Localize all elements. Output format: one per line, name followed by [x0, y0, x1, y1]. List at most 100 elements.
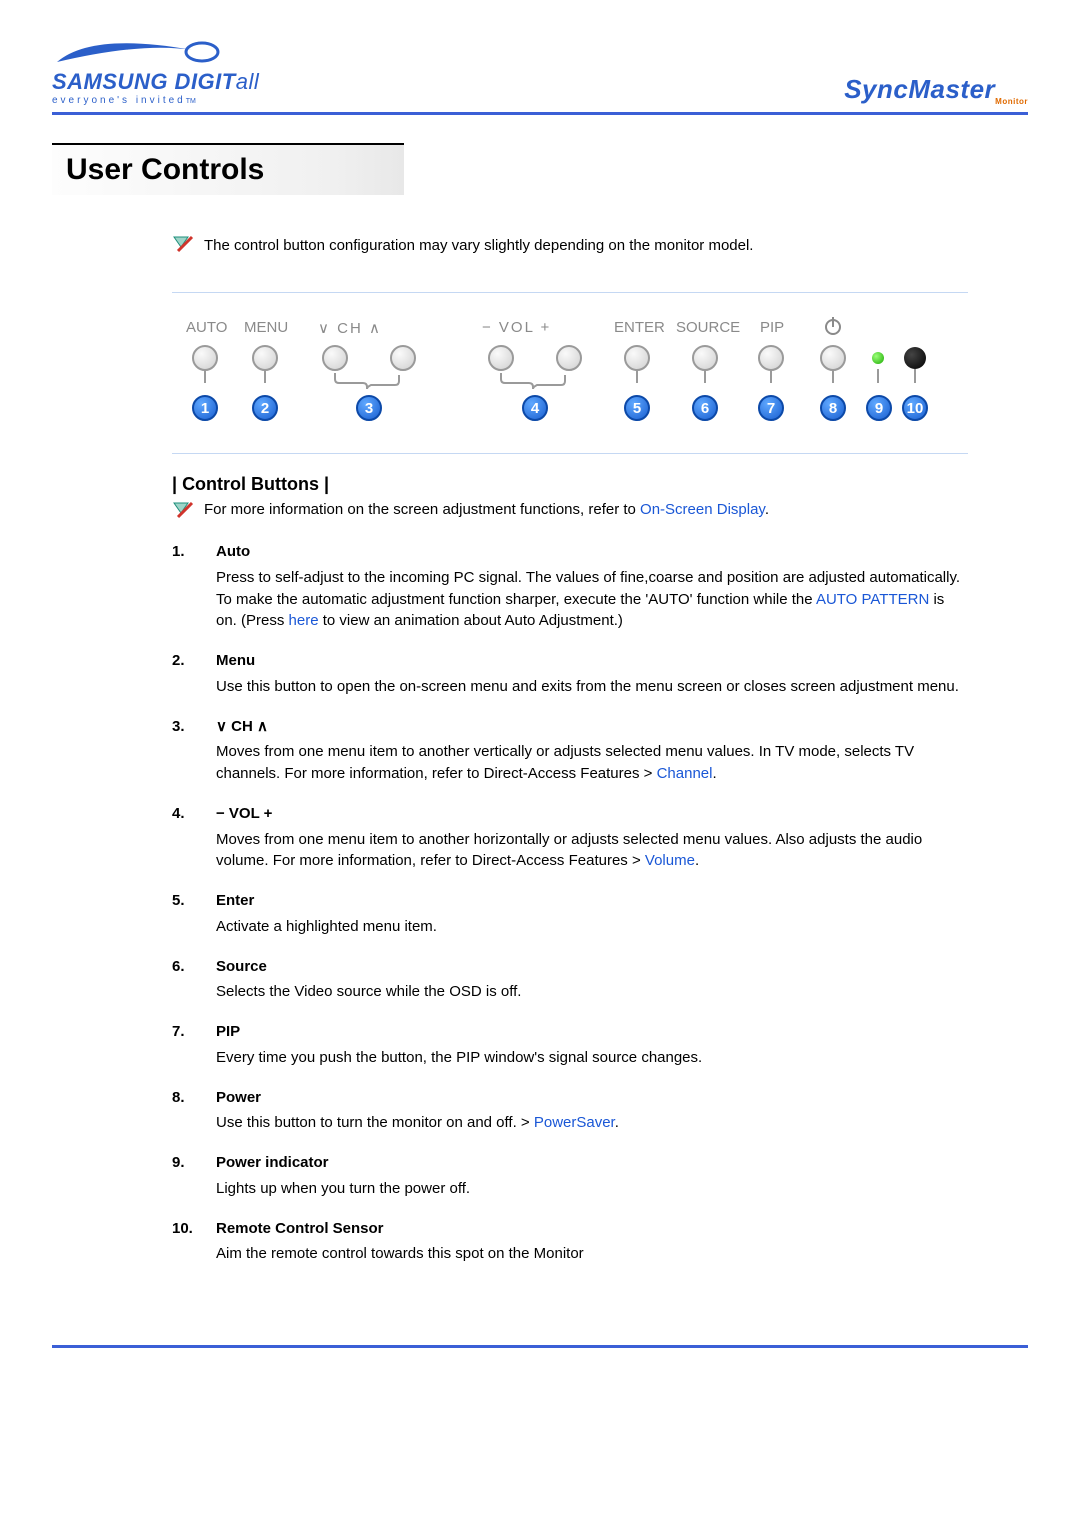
info-pre: For more information on the screen adjus…: [204, 501, 640, 518]
samsung-swoosh-icon: [52, 40, 222, 66]
badge-5: 5: [624, 395, 650, 421]
info-post: .: [765, 501, 769, 518]
diagram-btn-5: [624, 345, 650, 371]
inline-link[interactable]: Volume: [645, 852, 695, 869]
badge-8: 8: [820, 395, 846, 421]
link-osd[interactable]: On-Screen Display: [640, 501, 765, 518]
item-number: 6.: [172, 956, 194, 978]
item-number: 5.: [172, 890, 194, 912]
list-item: 7. PIP Every time you push the button, the…: [172, 1021, 968, 1069]
lbl-menu: MENU: [244, 319, 288, 336]
lbl-vol: − VOL +: [482, 319, 551, 336]
item-desc: Use this button to open the on-screen me…: [172, 676, 968, 698]
brand-tagline: everyone's invited: [52, 95, 186, 106]
diagram-btn-3a: [322, 345, 348, 371]
item-title: Menu: [216, 650, 255, 672]
product-name: SyncMaster: [844, 74, 995, 104]
lbl-pip: PIP: [760, 319, 784, 336]
intro-note: The control button configuration may var…: [172, 235, 968, 256]
badge-10: 10: [902, 395, 928, 421]
diagram-btn-4b: [556, 345, 582, 371]
item-desc: Aim the remote control towards this spot…: [172, 1243, 968, 1265]
item-title: Source: [216, 956, 267, 978]
brand-suffix: all: [236, 69, 260, 94]
list-item: 5. Enter Activate a highlighted menu item.: [172, 890, 968, 938]
diagram-btn-1: [192, 345, 218, 371]
diagram-btn-4a: [488, 345, 514, 371]
item-number: 4.: [172, 803, 194, 825]
item-desc: Moves from one menu item to another vert…: [172, 741, 968, 785]
items-list: 1. Auto Press to self-adjust to the incomi…: [172, 541, 968, 1265]
list-item: 2. Menu Use this button to open the on-scr…: [172, 650, 968, 698]
list-item: 6. Source Selects the Video source while t…: [172, 956, 968, 1004]
item-number: 1.: [172, 541, 194, 563]
item-number: 9.: [172, 1152, 194, 1174]
item-desc: Use this button to turn the monitor on a…: [172, 1112, 968, 1134]
badge-2: 2: [252, 395, 278, 421]
product-sub: Monitor: [995, 97, 1028, 106]
inline-link[interactable]: Channel: [657, 765, 713, 782]
section-heading: | Control Buttons |: [172, 474, 968, 495]
list-item: 10. Remote Control Sensor Aim the remote c…: [172, 1218, 968, 1266]
brand-logo-right: SyncMasterMonitor: [844, 74, 1028, 106]
title-block: User Controls: [52, 143, 1028, 195]
item-title: Auto: [216, 541, 250, 563]
item-desc: Every time you push the button, the PIP …: [172, 1047, 968, 1069]
inline-link[interactable]: here: [289, 612, 319, 629]
diagram-ir-10: [904, 347, 926, 369]
brand-tm: TM: [186, 98, 196, 105]
badge-3: 3: [356, 395, 382, 421]
item-desc: Lights up when you turn the power off.: [172, 1178, 968, 1200]
item-number: 10.: [172, 1218, 194, 1240]
control-diagram: AUTO MENU ∨ CH ∧ − VOL + ENTER SOURCE PI…: [172, 292, 968, 454]
item-number: 3.: [172, 716, 194, 738]
list-item: 8. Power Use this button to turn the monit…: [172, 1087, 968, 1135]
footer-rule: [52, 1345, 1028, 1349]
item-desc: Moves from one menu item to another hori…: [172, 829, 968, 873]
item-number: 8.: [172, 1087, 194, 1109]
badge-7: 7: [758, 395, 784, 421]
intro-note-text: The control button configuration may var…: [204, 235, 753, 256]
page-header: SAMSUNG DIGITall everyone's invitedTM Sy…: [52, 40, 1028, 115]
brand-logo-left: SAMSUNG DIGITall everyone's invitedTM: [52, 40, 259, 106]
item-number: 2.: [172, 650, 194, 672]
item-title: Power indicator: [216, 1152, 329, 1174]
note-icon: [172, 501, 194, 523]
page-title: User Controls: [52, 143, 404, 195]
power-icon: [822, 315, 844, 342]
list-item: 4. − VOL + Moves from one menu item to ano…: [172, 803, 968, 872]
item-title: − VOL +: [216, 803, 272, 825]
section-heading-text: Control Buttons: [182, 474, 319, 494]
section-info: For more information on the screen adjus…: [172, 501, 968, 523]
inline-link[interactable]: PowerSaver: [534, 1114, 615, 1131]
item-title: Power: [216, 1087, 261, 1109]
item-number: 7.: [172, 1021, 194, 1043]
brand-main: SAMSUNG DIGIT: [52, 69, 236, 94]
item-title: ∨ CH ∧: [216, 716, 268, 738]
inline-link[interactable]: AUTO PATTERN: [816, 591, 929, 608]
badge-9: 9: [866, 395, 892, 421]
lbl-source: SOURCE: [676, 319, 740, 336]
diagram-btn-7: [758, 345, 784, 371]
diagram-btn-8: [820, 345, 846, 371]
note-icon: [172, 235, 194, 256]
lbl-auto: AUTO: [186, 319, 227, 336]
item-title: Enter: [216, 890, 254, 912]
diagram-btn-3b: [390, 345, 416, 371]
item-title: Remote Control Sensor: [216, 1218, 384, 1240]
list-item: 1. Auto Press to self-adjust to the incomi…: [172, 541, 968, 632]
badge-1: 1: [192, 395, 218, 421]
diagram-btn-2: [252, 345, 278, 371]
badge-6: 6: [692, 395, 718, 421]
item-desc: Selects the Video source while the OSD i…: [172, 981, 968, 1003]
item-desc: Activate a highlighted menu item.: [172, 916, 968, 938]
list-item: 9. Power indicator Lights up when you turn…: [172, 1152, 968, 1200]
lbl-ch: ∨ CH ∧: [318, 319, 382, 337]
diagram-led-9: [872, 352, 884, 364]
diagram-btn-6: [692, 345, 718, 371]
badge-4: 4: [522, 395, 548, 421]
list-item: 3. ∨ CH ∧ Moves from one menu item to anot…: [172, 716, 968, 785]
item-desc: Press to self-adjust to the incoming PC …: [172, 567, 968, 632]
lbl-enter: ENTER: [614, 319, 665, 336]
item-title: PIP: [216, 1021, 240, 1043]
